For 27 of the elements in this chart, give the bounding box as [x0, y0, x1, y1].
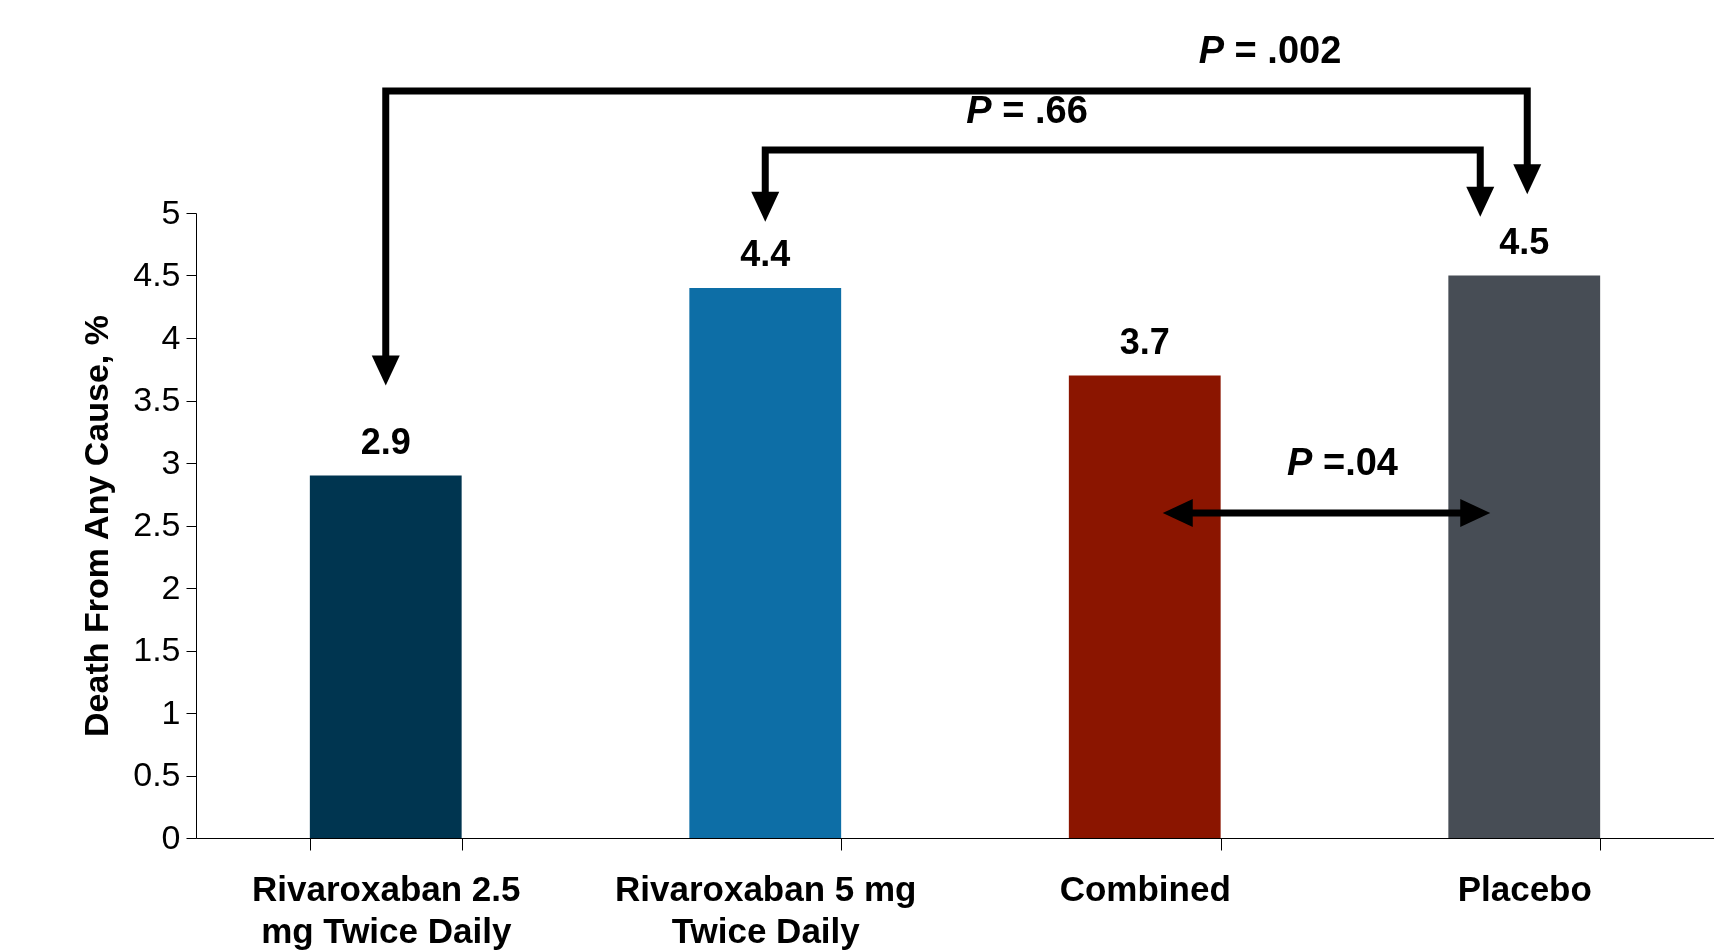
text: P = .002: [1198, 29, 1342, 71]
bar: [309, 475, 462, 838]
y-tick-label: 1.5: [133, 630, 181, 668]
x-tick-label: Combined: [1059, 868, 1231, 908]
data-label: 2.9: [360, 420, 411, 462]
x-tick-label: Rivaroxaban 5 mg Twice Daily: [615, 868, 917, 950]
y-tick-label: 4.5: [133, 255, 181, 293]
y-tick-label: 0.5: [133, 755, 181, 793]
bar: [689, 288, 842, 838]
y-tick-label: 1: [161, 692, 181, 731]
y-tick-label: 2.5: [133, 505, 181, 543]
y-tick-label: 5: [161, 192, 181, 231]
x-tick-label: Placebo: [1457, 868, 1592, 908]
data-label: 3.7: [1119, 320, 1170, 362]
bar: [1068, 375, 1221, 838]
y-tick-label: 0: [161, 817, 181, 856]
x-tick-label: Rivaroxaban 2.5 mg Twice Daily: [252, 868, 521, 950]
bar: [1448, 275, 1601, 838]
y-tick-label: 4: [161, 317, 181, 356]
data-label: 4.4: [740, 233, 791, 274]
text: P = .66: [966, 89, 1088, 131]
y-tick-label: 3.5: [133, 380, 181, 418]
y-tick-label: 3: [161, 442, 181, 481]
annotation: P =.04: [1287, 441, 1398, 483]
y-tick-label: 2: [161, 567, 181, 606]
y-axis-title: Death From Any Cause, %: [77, 315, 116, 737]
data-label: 4.5: [1499, 220, 1550, 262]
